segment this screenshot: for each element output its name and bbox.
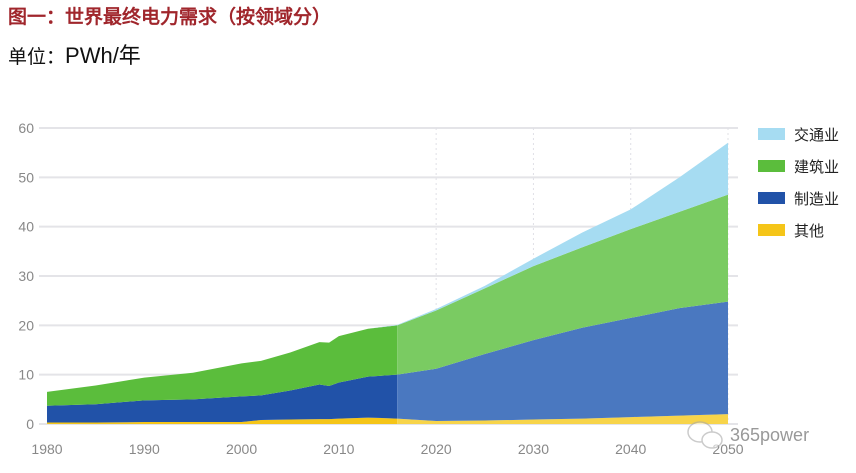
legend-label: 制造业	[794, 190, 839, 208]
y-tick-label: 30	[18, 268, 34, 284]
wechat-icon	[687, 421, 723, 449]
unit-value: PWh/年	[65, 43, 141, 68]
x-tick-label: 2020	[421, 441, 452, 457]
chart-title: 图一：世界最终电力需求（按领域分）	[8, 6, 332, 28]
area-2-projected	[397, 194, 728, 375]
legend-swatch	[758, 192, 785, 204]
unit-prefix: 单位：	[8, 46, 66, 68]
x-tick-label: 1980	[31, 441, 62, 457]
area-0-historical	[47, 417, 398, 424]
legend-label: 其他	[794, 222, 824, 240]
area-0-projected	[397, 414, 728, 424]
y-tick-label: 10	[18, 367, 34, 383]
y-tick-label: 50	[18, 169, 34, 185]
x-tick-label: 1990	[129, 441, 160, 457]
area-1-projected	[397, 301, 728, 422]
legend-label: 交通业	[794, 126, 839, 144]
legend-swatch	[758, 224, 785, 236]
unit-label: 单位：PWh/年	[8, 38, 141, 70]
legend-swatch	[758, 160, 785, 172]
legend-swatch	[758, 128, 785, 140]
x-tick-label: 2030	[518, 441, 549, 457]
x-tick-label: 2010	[323, 441, 354, 457]
watermark: 365power	[730, 425, 809, 445]
y-tick-label: 20	[18, 317, 34, 333]
legend-label: 建筑业	[794, 158, 839, 176]
x-tick-label: 2040	[615, 441, 646, 457]
area-2-historical	[47, 325, 398, 406]
x-tick-label: 2000	[226, 441, 257, 457]
y-tick-label: 60	[18, 120, 34, 136]
y-tick-label: 0	[26, 416, 34, 432]
area-1-historical	[47, 374, 398, 423]
y-tick-label: 40	[18, 219, 34, 235]
